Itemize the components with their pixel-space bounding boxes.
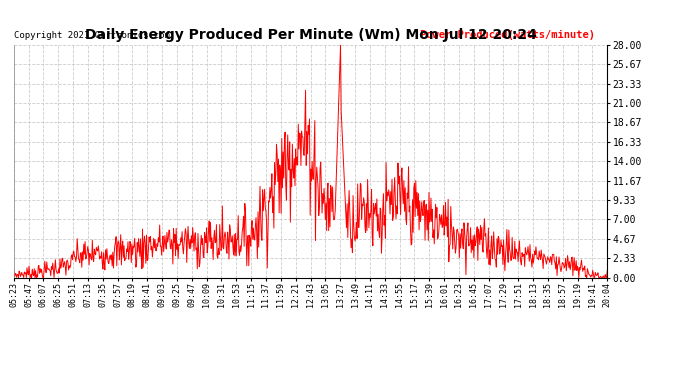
Text: Copyright 2021 Cartronics.com: Copyright 2021 Cartronics.com [14, 32, 170, 40]
Title: Daily Energy Produced Per Minute (Wm) Mon Jul 12 20:24: Daily Energy Produced Per Minute (Wm) Mo… [85, 28, 536, 42]
Text: Power Produced(watts/minute): Power Produced(watts/minute) [420, 30, 595, 40]
